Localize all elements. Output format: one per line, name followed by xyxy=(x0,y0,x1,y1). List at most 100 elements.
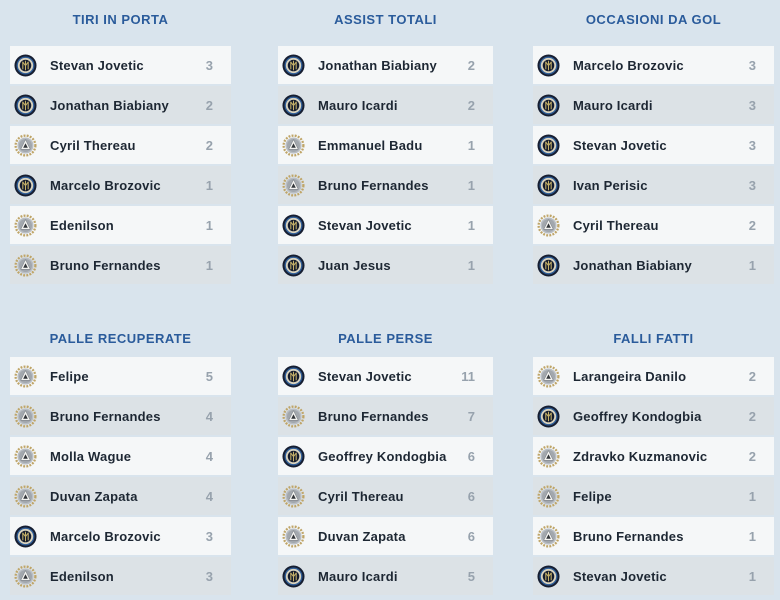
player-stat-row[interactable]: Edenilson 1 xyxy=(10,206,231,244)
inter-club-badge-icon xyxy=(282,93,305,117)
player-stat-row[interactable]: Stevan Jovetic 1 xyxy=(533,557,774,595)
inter-club-badge-icon xyxy=(14,53,37,77)
stat-value: 3 xyxy=(748,57,756,73)
stat-value: 1 xyxy=(205,257,213,273)
player-stat-row[interactable]: Edenilson 3 xyxy=(10,557,231,595)
udinese-club-badge-icon xyxy=(14,253,37,277)
player-stat-row[interactable]: Stevan Jovetic 3 xyxy=(10,46,231,84)
stat-value: 2 xyxy=(467,57,475,73)
udinese-club-badge-icon xyxy=(282,404,305,428)
player-stat-row[interactable]: Felipe 1 xyxy=(533,477,774,515)
player-stat-row[interactable]: Bruno Fernandes 1 xyxy=(278,166,493,204)
inter-club-badge-icon xyxy=(537,133,560,157)
udinese-club-badge-icon xyxy=(14,133,37,157)
player-stat-row[interactable]: Bruno Fernandes 7 xyxy=(278,397,493,435)
player-stat-row[interactable]: Geoffrey Kondogbia 6 xyxy=(278,437,493,475)
udinese-club-badge-icon xyxy=(282,133,305,157)
stat-value: 2 xyxy=(748,408,756,424)
player-name: Edenilson xyxy=(50,568,114,584)
panel-title: FALLI FATTI xyxy=(613,331,694,346)
inter-club-badge-icon xyxy=(282,444,305,468)
player-stat-row[interactable]: Mauro Icardi 2 xyxy=(278,86,493,124)
player-stat-row[interactable]: Marcelo Brozovic 3 xyxy=(10,517,231,555)
player-name: Mauro Icardi xyxy=(318,97,398,113)
player-stat-row[interactable]: Bruno Fernandes 4 xyxy=(10,397,231,435)
inter-club-badge-icon xyxy=(537,253,560,277)
stat-panel: FALLI FATTI Larangeira Danilo 2 Geoff xyxy=(533,319,774,597)
panel-title: OCCASIONI DA GOL xyxy=(585,12,722,27)
stat-value: 5 xyxy=(467,568,475,584)
player-stat-row[interactable]: Felipe 5 xyxy=(10,357,231,395)
udinese-club-badge-icon xyxy=(14,484,37,508)
player-stat-row[interactable]: Jonathan Biabiany 2 xyxy=(278,46,493,84)
player-name: Cyril Thereau xyxy=(318,488,404,504)
udinese-club-badge-icon xyxy=(14,213,37,237)
player-name: Jonathan Biabiany xyxy=(318,57,437,73)
player-name: Jonathan Biabiany xyxy=(50,97,169,113)
player-stat-row[interactable]: Bruno Fernandes 1 xyxy=(533,517,774,555)
stat-value: 11 xyxy=(461,368,475,384)
player-name: Jonathan Biabiany xyxy=(573,257,692,273)
player-stat-row[interactable]: Cyril Thereau 2 xyxy=(533,206,774,244)
udinese-club-badge-icon xyxy=(537,444,560,468)
player-name: Mauro Icardi xyxy=(318,568,398,584)
stat-value: 1 xyxy=(467,217,475,233)
inter-club-badge-icon xyxy=(14,173,37,197)
player-stat-row[interactable]: Zdravko Kuzmanovic 2 xyxy=(533,437,774,475)
player-stat-row[interactable]: Jonathan Biabiany 2 xyxy=(10,86,231,124)
player-stat-row[interactable]: Molla Wague 4 xyxy=(10,437,231,475)
player-stat-row[interactable]: Marcelo Brozovic 3 xyxy=(533,46,774,84)
inter-club-badge-icon xyxy=(537,173,560,197)
udinese-club-badge-icon xyxy=(14,404,37,428)
panel-rows: Marcelo Brozovic 3 Mauro Icardi 3 xyxy=(533,46,774,284)
player-stat-row[interactable]: Stevan Jovetic 3 xyxy=(533,126,774,164)
player-stat-row[interactable]: Larangeira Danilo 2 xyxy=(533,357,774,395)
stat-value: 1 xyxy=(205,217,213,233)
stat-value: 1 xyxy=(467,257,475,273)
player-stat-row[interactable]: Duvan Zapata 6 xyxy=(278,517,493,555)
player-stat-row[interactable]: Mauro Icardi 5 xyxy=(278,557,493,595)
player-stat-row[interactable]: Ivan Perisic 3 xyxy=(533,166,774,204)
player-stat-row[interactable]: Bruno Fernandes 1 xyxy=(10,246,231,284)
inter-club-badge-icon xyxy=(282,53,305,77)
inter-club-badge-icon xyxy=(282,564,305,588)
player-stat-row[interactable]: Jonathan Biabiany 1 xyxy=(533,246,774,284)
player-stat-row[interactable]: Geoffrey Kondogbia 2 xyxy=(533,397,774,435)
stat-panel: PALLE RECUPERATE Felipe 5 Bruno Fernande… xyxy=(10,319,231,597)
player-stat-row[interactable]: Mauro Icardi 3 xyxy=(533,86,774,124)
player-stat-row[interactable]: Duvan Zapata 4 xyxy=(10,477,231,515)
player-stat-row[interactable]: Emmanuel Badu 1 xyxy=(278,126,493,164)
player-stat-row[interactable]: Stevan Jovetic 1 xyxy=(278,206,493,244)
player-stat-row[interactable]: Cyril Thereau 2 xyxy=(10,126,231,164)
stat-value: 6 xyxy=(467,488,475,504)
player-name: Stevan Jovetic xyxy=(318,217,412,233)
stat-value: 1 xyxy=(748,568,756,584)
udinese-club-badge-icon xyxy=(282,484,305,508)
player-name: Geoffrey Kondogbia xyxy=(573,408,702,424)
udinese-club-badge-icon xyxy=(537,213,560,237)
inter-club-badge-icon xyxy=(537,53,560,77)
stat-value: 6 xyxy=(467,528,475,544)
player-name: Stevan Jovetic xyxy=(573,568,667,584)
udinese-club-badge-icon xyxy=(14,364,37,388)
panel-rows: Jonathan Biabiany 2 Mauro Icardi 2 xyxy=(278,46,493,284)
stat-value: 4 xyxy=(205,448,213,464)
udinese-club-badge-icon xyxy=(14,564,37,588)
udinese-club-badge-icon xyxy=(282,173,305,197)
player-stat-row[interactable]: Juan Jesus 1 xyxy=(278,246,493,284)
stat-value: 7 xyxy=(467,408,475,424)
player-stat-row[interactable]: Marcelo Brozovic 1 xyxy=(10,166,231,204)
panel-rows: Stevan Jovetic 3 Jonathan Biabiany 2 xyxy=(10,46,231,284)
player-stat-row[interactable]: Cyril Thereau 6 xyxy=(278,477,493,515)
player-name: Marcelo Brozovic xyxy=(50,528,161,544)
player-name: Felipe xyxy=(50,368,89,384)
stat-value: 1 xyxy=(205,177,213,193)
player-name: Felipe xyxy=(573,488,612,504)
player-name: Bruno Fernandes xyxy=(573,528,684,544)
inter-club-badge-icon xyxy=(14,93,37,117)
stat-value: 3 xyxy=(205,57,213,73)
inter-club-badge-icon xyxy=(537,404,560,428)
player-stat-row[interactable]: Stevan Jovetic 11 xyxy=(278,357,493,395)
player-name: Bruno Fernandes xyxy=(318,408,429,424)
